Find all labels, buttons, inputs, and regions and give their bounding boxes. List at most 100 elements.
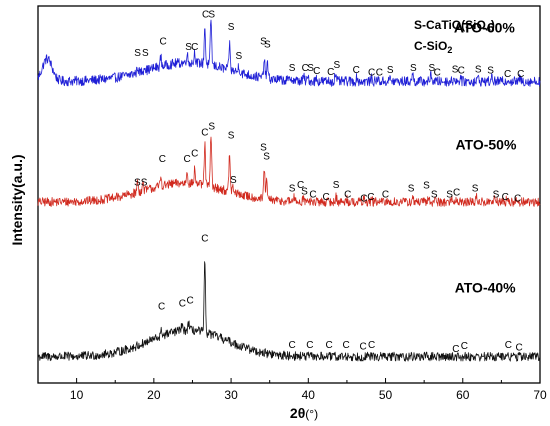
peak-marker: S <box>142 48 149 59</box>
peak-marker: C <box>452 344 459 355</box>
x-axis-label-unit: (°) <box>305 407 318 421</box>
legend: S-CaTiO(SiO4) C-SiO2 <box>414 18 495 55</box>
peak-marker: S <box>387 65 394 76</box>
peak-marker: S <box>431 190 438 201</box>
x-tick-label: 20 <box>147 388 161 402</box>
series-label-layer: ATO-60% ATO-50% ATO-40% <box>454 19 517 295</box>
y-axis-label: Intensity(a.u.) <box>9 154 25 245</box>
peak-marker: C <box>368 67 375 78</box>
peak-marker: C <box>313 66 320 77</box>
peak-marker: S <box>423 180 430 191</box>
series-line-1 <box>37 136 541 207</box>
x-tick-label: 40 <box>302 388 316 402</box>
legend-c-entry: C-SiO2 <box>414 39 452 55</box>
peak-marker: S <box>185 42 192 53</box>
peak-marker: C <box>302 63 309 74</box>
x-tick-labels: 10 20 30 40 50 60 70 <box>37 378 547 402</box>
peak-marker: C <box>461 341 468 352</box>
peak-marker: C <box>514 194 521 205</box>
peak-marker: C <box>367 192 374 203</box>
legend-s-suffix: ) <box>491 18 495 32</box>
peak-marker: S <box>228 131 235 142</box>
peak-marker: S <box>264 39 271 50</box>
peak-marker: C <box>505 340 512 351</box>
peak-marker: S <box>472 183 479 194</box>
peak-marker: C <box>376 67 383 78</box>
peak-marker: C <box>297 180 304 191</box>
legend-c-subscript: 2 <box>447 45 452 55</box>
peak-marker: C <box>343 340 350 351</box>
x-axis-label: 2θ(°) <box>290 405 318 421</box>
peak-marker: S <box>410 63 417 74</box>
peak-marker: SS <box>134 177 148 188</box>
peak-marker: S <box>429 63 436 74</box>
peak-marker: C <box>191 148 198 159</box>
x-tick-label: 60 <box>456 388 470 402</box>
plot-frame <box>37 5 541 384</box>
peak-marker: S <box>408 183 415 194</box>
peak-marker: C <box>344 190 351 201</box>
series-line-2 <box>37 261 541 362</box>
peak-marker: C <box>360 341 367 352</box>
peak-marker: C <box>158 301 165 312</box>
x-tick-label: 70 <box>533 388 547 402</box>
x-tick-label: 50 <box>379 388 393 402</box>
legend-s-subscript: 4 <box>486 24 491 34</box>
peak-marker: C <box>516 343 523 354</box>
series-label: ATO-60% <box>454 19 515 35</box>
x-axis-label-main: 2θ <box>290 405 305 421</box>
peak-marker: S <box>208 10 215 21</box>
peak-marker: S <box>301 187 308 198</box>
peak-marker: C <box>504 69 511 80</box>
peak-marker: S <box>134 48 141 59</box>
peak-marker: C <box>201 128 208 139</box>
peak-marker: S <box>333 180 340 191</box>
peak-marker: S <box>452 64 459 75</box>
series-line-0 <box>37 19 541 87</box>
peak-marker: S <box>230 175 237 186</box>
peak-marker: S <box>487 65 494 76</box>
series-label: ATO-40% <box>455 280 516 296</box>
peak-marker: S <box>289 183 296 194</box>
peak-marker: C <box>368 340 375 351</box>
peak-marker: C <box>288 340 295 351</box>
peak-marker: S <box>289 63 296 74</box>
peak-marker: S <box>263 151 270 162</box>
x-tick-label: 30 <box>224 388 238 402</box>
peak-marker: C <box>202 10 209 21</box>
x-tick-label: 10 <box>70 388 84 402</box>
peak-marker: C <box>360 194 367 205</box>
plot-border <box>37 5 541 384</box>
series-layer <box>37 19 541 362</box>
peak-marker: S <box>307 63 314 74</box>
legend-s-prefix: S-CaTiO(SiO <box>414 18 486 32</box>
peak-marker: S <box>235 51 242 62</box>
peak-marker: C <box>458 65 465 76</box>
peak-marker: C <box>382 190 389 201</box>
peak-marker: C <box>187 295 194 306</box>
peak-marker: C <box>327 67 334 78</box>
peak-marker: S <box>208 122 215 133</box>
peak-marker: S <box>228 22 235 33</box>
peak-marker: C <box>159 36 166 47</box>
peak-marker: C <box>191 42 198 53</box>
peak-marker: C <box>326 340 333 351</box>
peak-marker: C <box>322 192 329 203</box>
peak-marker: S <box>475 64 482 75</box>
peak-marker: S <box>260 142 267 153</box>
peak-marker: S <box>493 190 500 201</box>
peak-marker: C <box>453 187 460 198</box>
series-label: ATO-50% <box>455 136 516 152</box>
peak-marker: S <box>260 36 267 47</box>
legend-c-prefix: C-SiO <box>414 39 447 53</box>
peak-marker: C <box>306 340 313 351</box>
peak-marker: S <box>446 190 453 201</box>
peak-marker: C <box>309 190 316 201</box>
peak-marker: C <box>353 65 360 76</box>
peak-marker: C <box>502 192 509 203</box>
peak-marker: C <box>201 234 208 245</box>
peak-marker: C <box>517 69 524 80</box>
peak-marker: C <box>159 154 166 165</box>
